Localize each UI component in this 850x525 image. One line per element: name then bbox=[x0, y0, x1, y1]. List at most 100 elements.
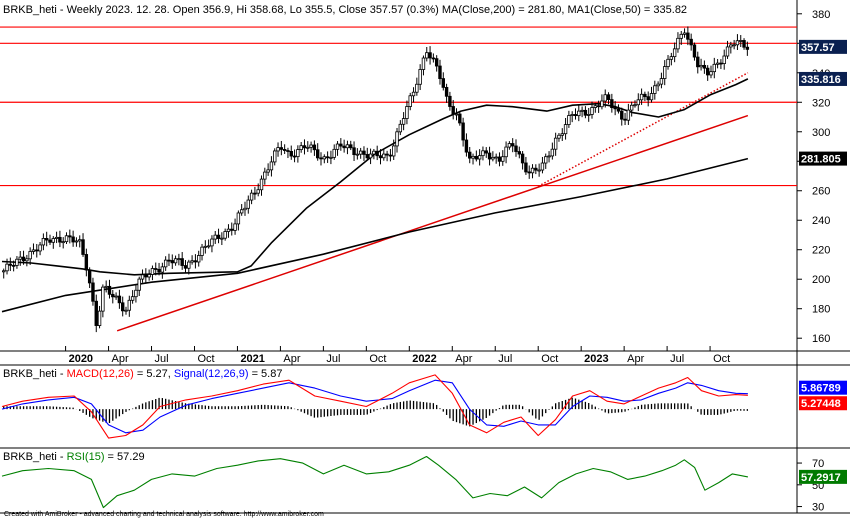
xtick-label: Apr bbox=[112, 353, 129, 365]
candle-body bbox=[732, 44, 736, 47]
candle-body bbox=[501, 156, 505, 162]
candle-body bbox=[358, 150, 363, 155]
candle-body bbox=[653, 85, 657, 94]
rsi-pane-title: BRKB_heti - RSI(15) = 57.29 bbox=[3, 451, 145, 463]
price-value-label-ma50: 335.816 bbox=[801, 74, 841, 86]
candle-body bbox=[292, 155, 297, 158]
candle-body bbox=[147, 274, 151, 278]
xtick-label: 2020 bbox=[69, 353, 93, 365]
candle-body bbox=[170, 260, 174, 264]
candle-body bbox=[41, 237, 46, 246]
candle-body bbox=[91, 282, 95, 302]
price-ytick-label: 320 bbox=[812, 97, 830, 109]
candle-body bbox=[497, 156, 502, 162]
candle-body bbox=[739, 40, 743, 42]
candle-body bbox=[233, 223, 237, 231]
candle-body bbox=[659, 78, 664, 85]
candle-body bbox=[451, 106, 455, 115]
price-value-label-ma50-bg bbox=[799, 71, 847, 86]
candle-body bbox=[524, 162, 528, 173]
candle-body bbox=[35, 249, 39, 252]
candle-body bbox=[649, 93, 654, 101]
candle-body bbox=[269, 161, 274, 171]
macd-value-label-signal: 5.86789 bbox=[801, 383, 841, 395]
candle-body bbox=[206, 245, 211, 248]
candle-body bbox=[21, 256, 26, 262]
candle-body bbox=[249, 192, 254, 201]
price-value-label-ma200-bg bbox=[799, 151, 847, 166]
candle-body bbox=[603, 94, 607, 102]
candle-body bbox=[428, 52, 432, 59]
candle-body bbox=[355, 153, 360, 156]
candle-body bbox=[742, 40, 746, 48]
candle-body bbox=[395, 131, 399, 147]
price-value-label-ma200: 281.805 bbox=[801, 154, 841, 166]
candle-body bbox=[101, 286, 105, 312]
candle-body bbox=[309, 144, 313, 148]
price-value-label-last_close-bg bbox=[799, 39, 847, 54]
candle-body bbox=[352, 147, 356, 156]
candle-body bbox=[411, 91, 416, 97]
xtick-label: Oct bbox=[713, 353, 730, 365]
candle-body bbox=[273, 150, 277, 163]
candle-body bbox=[200, 246, 204, 256]
candle-body bbox=[481, 150, 485, 157]
candle-body bbox=[243, 207, 247, 211]
candle-body bbox=[259, 178, 264, 191]
support-trendline bbox=[116, 114, 749, 332]
candle-body bbox=[8, 263, 13, 266]
candle-body bbox=[672, 48, 677, 58]
price-ytick-label: 220 bbox=[812, 245, 830, 257]
candle-body bbox=[623, 118, 627, 121]
price-pane-title-part-0: BRKB_heti - Weekly 2023. 12. 28. Open 35… bbox=[3, 4, 568, 16]
candle-body bbox=[636, 99, 640, 106]
candle-body bbox=[567, 115, 571, 125]
candle-body bbox=[725, 46, 730, 57]
candle-body bbox=[616, 108, 621, 112]
candle-body bbox=[180, 258, 184, 266]
candle-body bbox=[130, 296, 135, 301]
rsi-ytick-label: 30 bbox=[812, 502, 824, 514]
candle-body bbox=[319, 157, 323, 160]
candle-body bbox=[97, 310, 102, 326]
candle-body bbox=[183, 265, 188, 269]
candle-body bbox=[514, 145, 518, 152]
candle-body bbox=[398, 123, 403, 133]
candle-body bbox=[197, 255, 201, 263]
candle-body bbox=[699, 64, 703, 68]
candle-body bbox=[709, 71, 713, 76]
candle-body bbox=[461, 122, 465, 141]
candle-body bbox=[593, 105, 598, 108]
candle-body bbox=[626, 109, 631, 121]
candle-body bbox=[365, 154, 369, 159]
dotted-trendline bbox=[537, 72, 749, 187]
candle-body bbox=[322, 156, 327, 160]
candle-body bbox=[239, 209, 244, 214]
candle-body bbox=[382, 153, 386, 159]
xtick-label: 2021 bbox=[240, 353, 264, 365]
candle-body bbox=[372, 150, 376, 155]
candle-body bbox=[332, 148, 336, 158]
candle-body bbox=[719, 62, 723, 65]
price-candles bbox=[2, 26, 750, 333]
candle-body bbox=[31, 249, 36, 252]
candle-body bbox=[163, 259, 168, 268]
candle-body bbox=[454, 113, 459, 116]
candle-body bbox=[144, 274, 148, 278]
candle-body bbox=[663, 66, 667, 79]
candle-body bbox=[590, 107, 594, 115]
candle-body bbox=[441, 78, 445, 88]
xtick-label: Apr bbox=[455, 353, 472, 365]
candle-body bbox=[537, 169, 541, 172]
candle-body bbox=[540, 162, 545, 171]
candle-body bbox=[517, 151, 522, 155]
xtick-label: Apr bbox=[627, 353, 644, 365]
candle-body bbox=[563, 124, 568, 135]
candle-body bbox=[510, 143, 515, 147]
candle-body bbox=[18, 256, 22, 260]
candle-body bbox=[666, 58, 670, 68]
macd-pane-title-part-2: = 5.27, bbox=[134, 368, 174, 380]
rsi-line bbox=[1, 455, 749, 509]
